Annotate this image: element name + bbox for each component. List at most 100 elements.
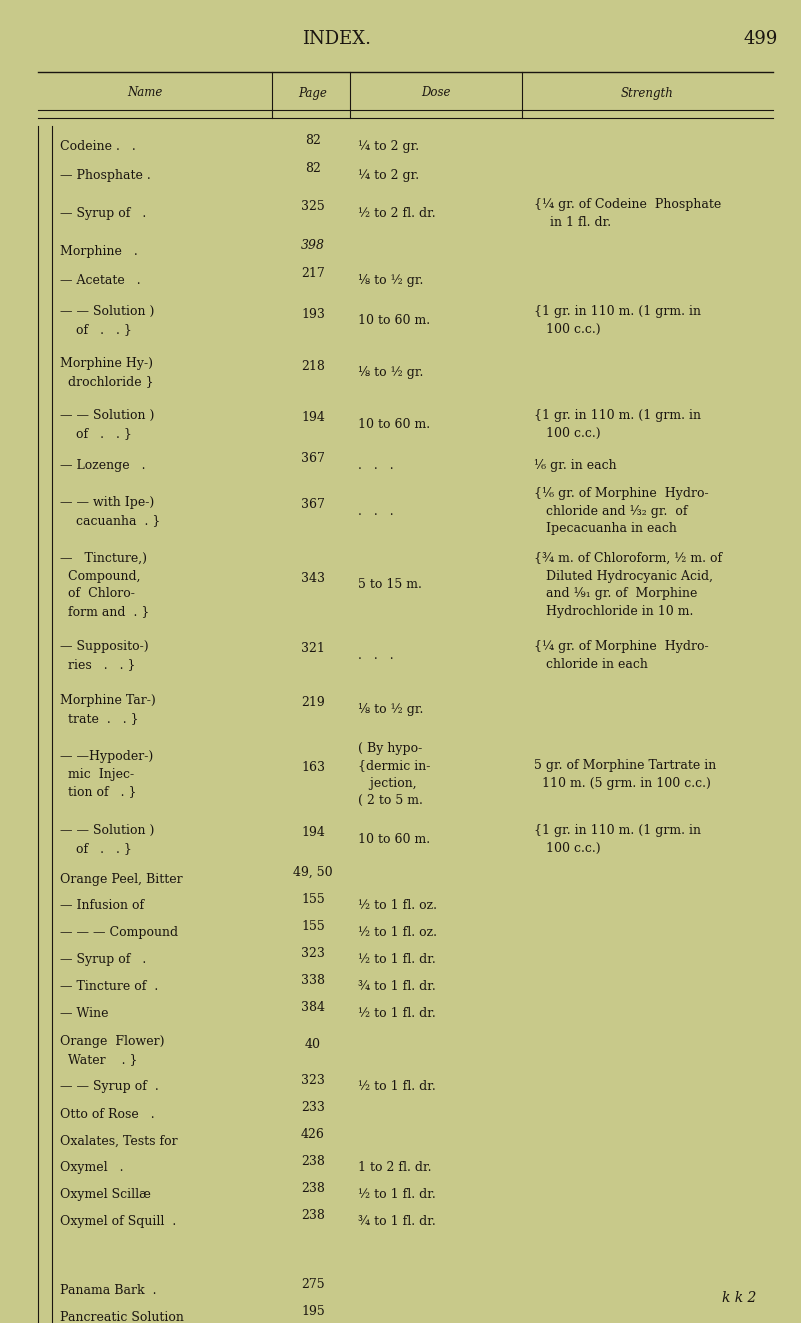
Text: 338: 338: [301, 974, 325, 987]
Text: ½ to 1 fl. dr.: ½ to 1 fl. dr.: [358, 1081, 436, 1094]
Text: 323: 323: [301, 947, 325, 960]
Text: INDEX.: INDEX.: [302, 30, 371, 48]
Text: {⅟₆ gr. of Morphine  Hydro-: {⅟₆ gr. of Morphine Hydro-: [534, 487, 709, 500]
Text: {1 gr. in 110 m. (1 grm. in: {1 gr. in 110 m. (1 grm. in: [534, 824, 701, 837]
Text: 323: 323: [301, 1074, 325, 1088]
Text: 367: 367: [301, 499, 325, 512]
Text: — — Solution ): — — Solution ): [60, 824, 155, 837]
Text: ½ to 1 fl. oz.: ½ to 1 fl. oz.: [358, 926, 437, 939]
Text: ¼ to 2 gr.: ¼ to 2 gr.: [358, 169, 419, 181]
Text: — —Hypoder-): — —Hypoder-): [60, 750, 153, 763]
Text: Orange Peel, Bitter: Orange Peel, Bitter: [60, 872, 183, 885]
Text: ⅟₆ gr. in each: ⅟₆ gr. in each: [534, 459, 617, 472]
Text: 217: 217: [301, 267, 325, 280]
Text: 155: 155: [301, 919, 325, 933]
Text: 426: 426: [301, 1129, 325, 1140]
Text: jection,: jection,: [358, 777, 417, 790]
Text: cacuanha  . }: cacuanha . }: [60, 513, 160, 527]
Text: 193: 193: [301, 307, 325, 320]
Text: .   .   .: . . .: [358, 459, 393, 472]
Text: {¼ gr. of Morphine  Hydro-: {¼ gr. of Morphine Hydro-: [534, 640, 709, 654]
Text: ½ to 1 fl. dr.: ½ to 1 fl. dr.: [358, 1188, 436, 1201]
Text: Oxymel Scillæ: Oxymel Scillæ: [60, 1188, 151, 1201]
Text: 1 to 2 fl. dr.: 1 to 2 fl. dr.: [358, 1162, 432, 1175]
Text: ½ to 2 fl. dr.: ½ to 2 fl. dr.: [358, 206, 436, 220]
Text: 195: 195: [301, 1304, 325, 1318]
Text: Morphine   .: Morphine .: [60, 245, 138, 258]
Text: Compound,: Compound,: [60, 570, 140, 582]
Text: of   .   . }: of . . }: [60, 427, 132, 439]
Text: 343: 343: [301, 572, 325, 585]
Text: ( 2 to 5 m.: ( 2 to 5 m.: [358, 794, 423, 807]
Text: chloride in each: chloride in each: [534, 658, 648, 671]
Text: Panama Bark  .: Panama Bark .: [60, 1285, 156, 1298]
Text: ½ to 1 fl. dr.: ½ to 1 fl. dr.: [358, 954, 436, 967]
Text: 5 to 15 m.: 5 to 15 m.: [358, 578, 422, 591]
Text: — Phosphate .: — Phosphate .: [60, 169, 151, 181]
Text: 219: 219: [301, 696, 325, 709]
Text: Name: Name: [127, 86, 163, 99]
Text: .   .   .: . . .: [358, 650, 393, 662]
Text: — Infusion of: — Infusion of: [60, 900, 144, 913]
Text: Oxymel of Squill  .: Oxymel of Squill .: [60, 1216, 176, 1229]
Text: of   .   . }: of . . }: [60, 323, 132, 336]
Text: 40: 40: [305, 1037, 321, 1050]
Text: Strength: Strength: [621, 86, 674, 99]
Text: 384: 384: [301, 1002, 325, 1013]
Text: Pancreatic Solution: Pancreatic Solution: [60, 1311, 184, 1323]
Text: 321: 321: [301, 643, 325, 655]
Text: Page: Page: [299, 86, 328, 99]
Text: k k 2: k k 2: [722, 1291, 756, 1304]
Text: ¼ to 2 gr.: ¼ to 2 gr.: [358, 140, 419, 153]
Text: 100 c.c.): 100 c.c.): [534, 323, 601, 336]
Text: 499: 499: [744, 30, 779, 48]
Text: Codeine .   .: Codeine . .: [60, 140, 135, 153]
Text: 82: 82: [305, 134, 321, 147]
Text: 82: 82: [305, 163, 321, 175]
Text: —   Tincture,): — Tincture,): [60, 552, 147, 565]
Text: Oxymel   .: Oxymel .: [60, 1162, 123, 1175]
Text: — — Solution ): — — Solution ): [60, 409, 155, 422]
Text: ⅛ to ½ gr.: ⅛ to ½ gr.: [358, 703, 424, 716]
Text: Otto of Rose   .: Otto of Rose .: [60, 1107, 155, 1121]
Text: 194: 194: [301, 827, 325, 840]
Text: 100 c.c.): 100 c.c.): [534, 841, 601, 855]
Text: — Lozenge   .: — Lozenge .: [60, 459, 146, 472]
Text: — Tincture of  .: — Tincture of .: [60, 980, 159, 994]
Text: — Syrup of   .: — Syrup of .: [60, 206, 147, 220]
Text: ½ to 1 fl. oz.: ½ to 1 fl. oz.: [358, 900, 437, 913]
Text: 275: 275: [301, 1278, 325, 1291]
Text: Ipecacuanha in each: Ipecacuanha in each: [534, 523, 677, 536]
Text: 233: 233: [301, 1101, 325, 1114]
Text: ( By hypo-: ( By hypo-: [358, 742, 422, 754]
Text: 238: 238: [301, 1181, 325, 1195]
Text: Diluted Hydrocyanic Acid,: Diluted Hydrocyanic Acid,: [534, 570, 713, 582]
Text: in 1 fl. dr.: in 1 fl. dr.: [534, 216, 611, 229]
Text: — — with Ipe-): — — with Ipe-): [60, 496, 155, 509]
Text: ries   .   . }: ries . . }: [60, 658, 135, 671]
Text: ½ to 1 fl. dr.: ½ to 1 fl. dr.: [358, 1008, 436, 1020]
Text: 10 to 60 m.: 10 to 60 m.: [358, 418, 430, 431]
Text: chloride and ⅓₂ gr.  of: chloride and ⅓₂ gr. of: [534, 505, 687, 519]
Text: 238: 238: [301, 1209, 325, 1222]
Text: 194: 194: [301, 411, 325, 425]
Text: and ⅑₁ gr. of  Morphine: and ⅑₁ gr. of Morphine: [534, 587, 698, 601]
Text: mic  Injec-: mic Injec-: [60, 767, 134, 781]
Text: .   .   .: . . .: [358, 505, 393, 519]
Text: Oxalates, Tests for: Oxalates, Tests for: [60, 1135, 178, 1147]
Text: Water    . }: Water . }: [60, 1053, 138, 1066]
Text: {1 gr. in 110 m. (1 grm. in: {1 gr. in 110 m. (1 grm. in: [534, 409, 701, 422]
Text: — — — Compound: — — — Compound: [60, 926, 178, 939]
Text: form and  . }: form and . }: [60, 605, 149, 618]
Text: — Wine: — Wine: [60, 1008, 108, 1020]
Text: trate  .   . }: trate . . }: [60, 712, 139, 725]
Text: Dose: Dose: [421, 86, 451, 99]
Text: drochloride }: drochloride }: [60, 374, 154, 388]
Text: — Acetate   .: — Acetate .: [60, 274, 141, 287]
Text: 163: 163: [301, 762, 325, 774]
Text: 238: 238: [301, 1155, 325, 1168]
Text: {1 gr. in 110 m. (1 grm. in: {1 gr. in 110 m. (1 grm. in: [534, 306, 701, 319]
Text: tion of   . }: tion of . }: [60, 786, 136, 799]
Text: 49, 50: 49, 50: [293, 867, 332, 878]
Text: 367: 367: [301, 452, 325, 466]
